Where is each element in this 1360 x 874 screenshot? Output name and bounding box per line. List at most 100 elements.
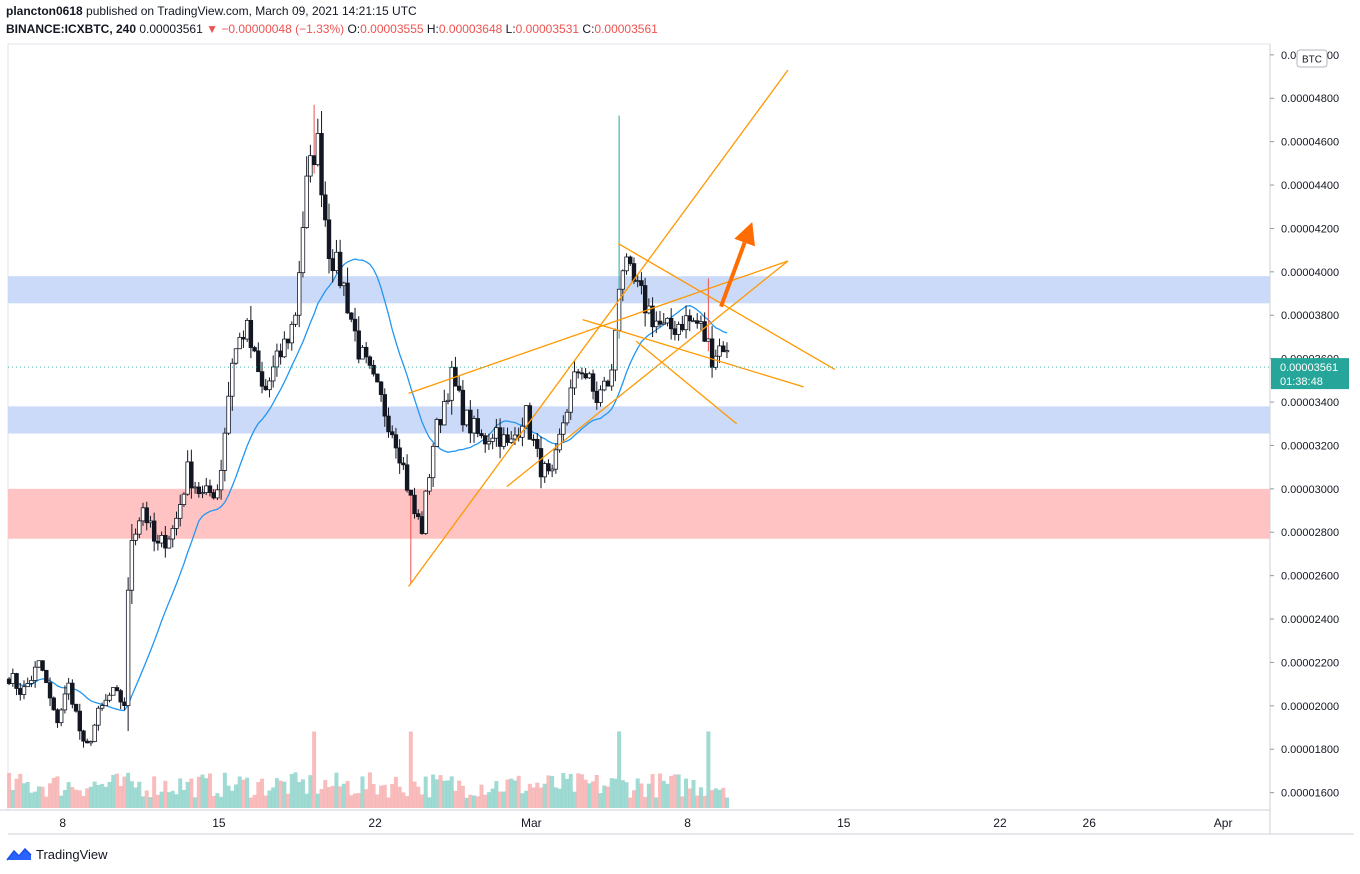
candle-body <box>713 355 719 368</box>
candle-body <box>635 280 640 283</box>
volume-bar <box>453 790 458 808</box>
volume-bar <box>460 785 465 808</box>
volume-bar <box>18 773 23 808</box>
volume-bar <box>576 773 581 808</box>
volume-bar <box>103 786 108 808</box>
candle-body <box>546 463 551 472</box>
volume-bar <box>676 774 681 808</box>
candle-body <box>248 319 254 348</box>
volume-bar <box>345 780 350 808</box>
volume-bar <box>687 788 692 808</box>
candle-body <box>564 411 570 424</box>
candle-body <box>304 175 309 228</box>
volume-bar <box>144 790 149 808</box>
volume-bar <box>137 781 142 808</box>
candle-body <box>185 461 190 495</box>
volume-bar <box>66 782 71 808</box>
candle-body <box>356 330 361 360</box>
volume-bar <box>486 792 491 808</box>
volume-bar <box>527 783 532 808</box>
bullish-arrow-shaft[interactable] <box>719 241 747 308</box>
volume-bar <box>274 778 279 808</box>
candle-body <box>133 533 138 541</box>
candle-body <box>721 345 726 353</box>
volume-bar <box>200 774 205 808</box>
candle-body <box>620 270 626 290</box>
volume-bar <box>631 790 636 808</box>
candle-body <box>557 433 562 451</box>
candle-body <box>211 492 216 499</box>
volume-bar <box>646 783 651 808</box>
volume-bar <box>706 731 711 808</box>
candle-body <box>535 439 540 449</box>
volume-bar <box>617 731 622 808</box>
volume-bar <box>583 779 588 808</box>
volume-bar <box>114 773 119 808</box>
candle-body <box>118 690 123 703</box>
trend-channel-line[interactable] <box>408 69 789 587</box>
trend-channel-line[interactable] <box>506 260 789 488</box>
candle-body <box>58 709 64 724</box>
candle-body <box>419 516 425 534</box>
candle-body <box>315 133 321 166</box>
bar-countdown-label: 01:38:48 <box>1280 376 1323 388</box>
tradingview-brand[interactable]: TradingView <box>6 846 108 862</box>
candle-body <box>471 418 477 434</box>
volume-bar <box>241 779 246 808</box>
candle-body <box>412 494 417 515</box>
bullish-arrow-head[interactable] <box>734 221 755 247</box>
volume-bar <box>483 794 488 808</box>
volume-bar <box>613 778 618 808</box>
candle-body <box>553 449 559 470</box>
candle-body <box>267 380 272 391</box>
author-name[interactable]: plancton0618 <box>6 4 83 18</box>
candle-body <box>434 419 440 447</box>
volume-bar <box>628 797 633 808</box>
currency-label: BTC <box>1302 55 1322 66</box>
trend-channel-line[interactable] <box>582 318 804 388</box>
volume-bar <box>185 781 190 808</box>
trend-channel-line[interactable] <box>635 340 738 425</box>
volume-bar <box>360 776 365 808</box>
candle-body <box>616 288 622 331</box>
candle-body <box>349 312 354 320</box>
candle-body <box>174 517 179 529</box>
volume-bar <box>163 780 168 808</box>
candle-body <box>189 461 194 489</box>
currency-badge[interactable] <box>1296 49 1328 68</box>
volume-bar <box>289 774 294 808</box>
y-tick-label: 0.00004800 <box>1281 93 1339 105</box>
candle-body <box>297 272 302 316</box>
candle-body <box>181 493 187 505</box>
candle-body <box>676 323 681 335</box>
candle-body <box>237 336 242 350</box>
candle-body <box>163 534 168 549</box>
candle-body <box>96 707 101 726</box>
current-price-label: 0.00003561 <box>1280 362 1338 374</box>
volume-bar <box>475 796 480 808</box>
volume-bar <box>85 788 90 808</box>
candle-body <box>404 464 410 491</box>
candle-body <box>430 445 436 479</box>
candle-body <box>270 366 276 382</box>
brand-name: TradingView <box>36 846 108 862</box>
volume-bar <box>724 797 729 808</box>
volume-bar <box>379 785 384 808</box>
x-tick-label: Mar <box>521 816 542 830</box>
volume-bar <box>33 791 38 808</box>
volume-bar <box>472 795 477 808</box>
volume-bar <box>553 787 558 808</box>
candle-body <box>494 427 499 439</box>
candle-body <box>36 660 42 668</box>
volume-bar <box>464 797 469 808</box>
candle-body <box>70 682 75 705</box>
candle-body <box>464 409 469 426</box>
candle-body <box>624 256 629 272</box>
trend-channel-line[interactable] <box>618 243 836 371</box>
trend-channel-line[interactable] <box>408 260 789 394</box>
price-change: −0.00000048 (−1.33%) <box>221 22 345 36</box>
volume-bar <box>286 793 291 808</box>
volume-bar <box>334 772 339 808</box>
volume-bar <box>100 783 105 808</box>
